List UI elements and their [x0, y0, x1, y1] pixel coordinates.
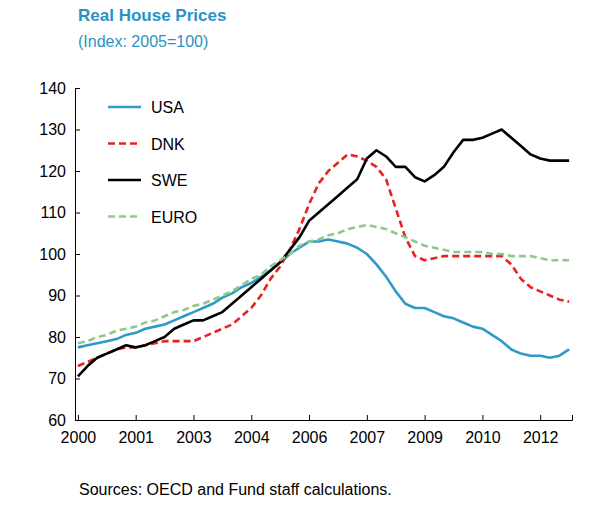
x-tick-mark — [482, 415, 483, 420]
y-tick: 130 — [39, 121, 80, 138]
y-axis: 60 70 80 90 100 110 120 130 140 — [39, 80, 80, 429]
title: Real House Prices — [78, 6, 226, 25]
y-tick: 70 — [48, 370, 80, 387]
x-tick: 2000 — [61, 415, 97, 446]
y-tick: 80 — [48, 329, 80, 346]
y-tick-mark — [75, 379, 80, 380]
series-line — [78, 225, 569, 343]
x-tick-label: 2001 — [118, 429, 154, 446]
x-tick-label: 2009 — [407, 429, 443, 446]
legend-swatch — [108, 179, 141, 182]
y-tick-mark — [75, 130, 80, 131]
legend: USA DNK SWE EURO — [108, 99, 197, 226]
y-tick: 120 — [39, 163, 80, 180]
x-tick-mark — [136, 415, 137, 420]
legend-label: EURO — [151, 209, 197, 226]
x-tick-label: 2006 — [292, 429, 328, 446]
x-tick: 2007 — [350, 415, 386, 446]
x-tick-mark — [193, 415, 194, 420]
x-tick-mark — [309, 415, 310, 420]
y-tick-label: 60 — [48, 412, 66, 429]
y-tick: 110 — [40, 204, 80, 221]
x-tick-mark — [367, 415, 368, 420]
x-tick-label: 2007 — [350, 429, 386, 446]
legend-swatch — [108, 215, 141, 218]
y-tick-label: 140 — [39, 80, 66, 97]
y-tick-label: 110 — [40, 204, 66, 221]
y-axis-line — [76, 89, 81, 421]
x-tick-label: 2003 — [176, 429, 212, 446]
y-tick-label: 90 — [48, 287, 66, 304]
subtitle: (Index: 2005=100) — [78, 33, 208, 50]
y-tick-label: 80 — [48, 329, 66, 346]
x-tick-label: 2010 — [465, 429, 501, 446]
x-tick-mark — [78, 415, 79, 420]
series-line — [78, 154, 569, 366]
x-tick-label: 2012 — [523, 429, 559, 446]
series-line — [78, 130, 569, 377]
x-tick-label: 2004 — [234, 429, 270, 446]
legend-swatch — [108, 142, 141, 145]
x-tick: 2004 — [234, 415, 270, 446]
series-line — [78, 239, 569, 357]
x-tick: 2009 — [407, 415, 443, 446]
legend-swatch — [108, 106, 141, 109]
plot-lines — [78, 130, 569, 377]
x-tick: 2006 — [292, 415, 328, 446]
y-tick-mark — [75, 213, 80, 214]
x-tick-mark — [425, 415, 426, 420]
y-tick-mark — [75, 88, 80, 89]
chart: Real House Prices (Index: 2005=100) 60 70 80… — [0, 0, 604, 509]
x-tick: 2010 — [465, 415, 501, 446]
y-tick-mark — [75, 337, 80, 338]
y-tick: 140 — [39, 80, 80, 97]
legend-label: USA — [151, 99, 184, 116]
x-tick: 2001 — [118, 415, 154, 446]
x-tick-label: 2000 — [61, 429, 97, 446]
x-tick-mark — [540, 415, 541, 420]
legend-label: SWE — [151, 172, 187, 189]
x-tick: 2003 — [176, 415, 212, 446]
x-tick-mark — [251, 415, 252, 420]
y-tick-label: 100 — [39, 246, 66, 263]
x-axis: 2000 2001 2003 2004 2006 2007 2009 2010 2012 — [61, 415, 573, 446]
y-tick: 100 — [39, 246, 80, 263]
y-tick-label: 70 — [48, 370, 66, 387]
x-axis-line — [76, 415, 573, 421]
y-tick-mark — [75, 171, 80, 172]
legend-label: DNK — [151, 136, 185, 153]
y-tick-label: 120 — [39, 163, 66, 180]
source-note: Sources: OECD and Fund staff calculation… — [79, 481, 392, 498]
y-tick-label: 130 — [39, 121, 66, 138]
y-tick-mark — [75, 296, 80, 297]
y-tick: 90 — [48, 287, 80, 304]
x-tick: 2012 — [523, 415, 559, 446]
y-tick-mark — [75, 254, 80, 255]
